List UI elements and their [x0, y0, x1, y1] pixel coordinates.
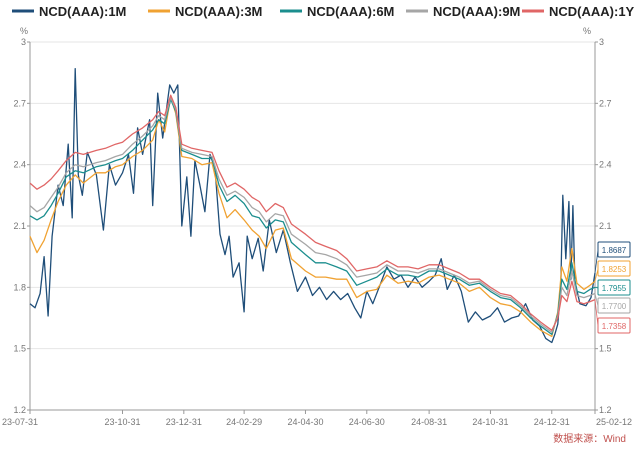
series-line-1 — [29, 67, 596, 344]
x-tick-label: 24-06-30 — [349, 417, 385, 427]
end-label-box — [597, 297, 631, 314]
y-tick-right: 3 — [599, 37, 604, 47]
right-axis-unit: % — [583, 26, 591, 36]
left-axis-unit: % — [20, 26, 28, 36]
series-line-4 — [29, 96, 596, 333]
legend-label: NCD(AAA):9M — [433, 4, 520, 19]
x-tick-label: 25-02-12 — [596, 417, 632, 427]
y-tick-left: 3 — [21, 37, 26, 47]
legend-label: NCD(AAA):6M — [307, 4, 394, 19]
x-tick-label: 24-04-30 — [287, 417, 323, 427]
end-label-box — [597, 241, 631, 258]
series-line-3 — [29, 98, 596, 336]
y-tick-left: 2.4 — [13, 160, 26, 170]
y-tick-right: 2.7 — [599, 98, 612, 108]
source-note: 数据来源：Wind — [553, 432, 626, 445]
end-label-box — [597, 317, 631, 334]
y-tick-left: 1.8 — [13, 282, 26, 292]
legend-label: NCD(AAA):1Y — [549, 4, 635, 19]
y-tick-left: 1.5 — [13, 344, 26, 354]
axes: 332.72.72.42.42.12.11.81.81.51.51.21.223… — [2, 37, 632, 427]
series-group — [29, 67, 596, 344]
x-tick-label: 23-10-31 — [104, 417, 140, 427]
x-tick-label: 24-02-29 — [226, 417, 262, 427]
y-tick-right: 2.1 — [599, 221, 612, 231]
end-label-box — [597, 260, 631, 277]
end-label: 1.8253 — [602, 265, 627, 274]
end-label: 1.7700 — [602, 302, 627, 311]
end-label-box — [597, 279, 631, 296]
y-tick-right: 1.5 — [599, 344, 612, 354]
x-tick-label: 24-10-31 — [472, 417, 508, 427]
x-tick-label: 23-12-31 — [166, 417, 202, 427]
y-tick-left: 2.7 — [13, 98, 26, 108]
x-tick-label: 23-07-31 — [2, 417, 38, 427]
series-line-5 — [29, 94, 596, 331]
y-tick-left: 2.1 — [13, 221, 26, 231]
end-label: 1.8687 — [602, 246, 627, 255]
y-tick-right: 2.4 — [599, 160, 612, 170]
x-tick-label: 24-12-31 — [534, 417, 570, 427]
end-labels: 1.8687 1.8253 1.7955 1.7700 1.7358 — [594, 241, 631, 334]
grid — [30, 41, 595, 411]
end-label: 1.7955 — [602, 284, 627, 293]
legend-label: NCD(AAA):1M — [39, 4, 126, 19]
y-tick-right: 1.2 — [599, 405, 612, 415]
legend-label: NCD(AAA):3M — [175, 4, 262, 19]
legend: NCD(AAA):1M NCD(AAA):3M NCD(AAA):6M NCD(AAA… — [12, 4, 635, 19]
x-tick-label: 24-08-31 — [411, 417, 447, 427]
y-tick-left: 1.2 — [13, 405, 26, 415]
end-label: 1.7358 — [602, 322, 627, 331]
series-line-2 — [29, 96, 596, 338]
